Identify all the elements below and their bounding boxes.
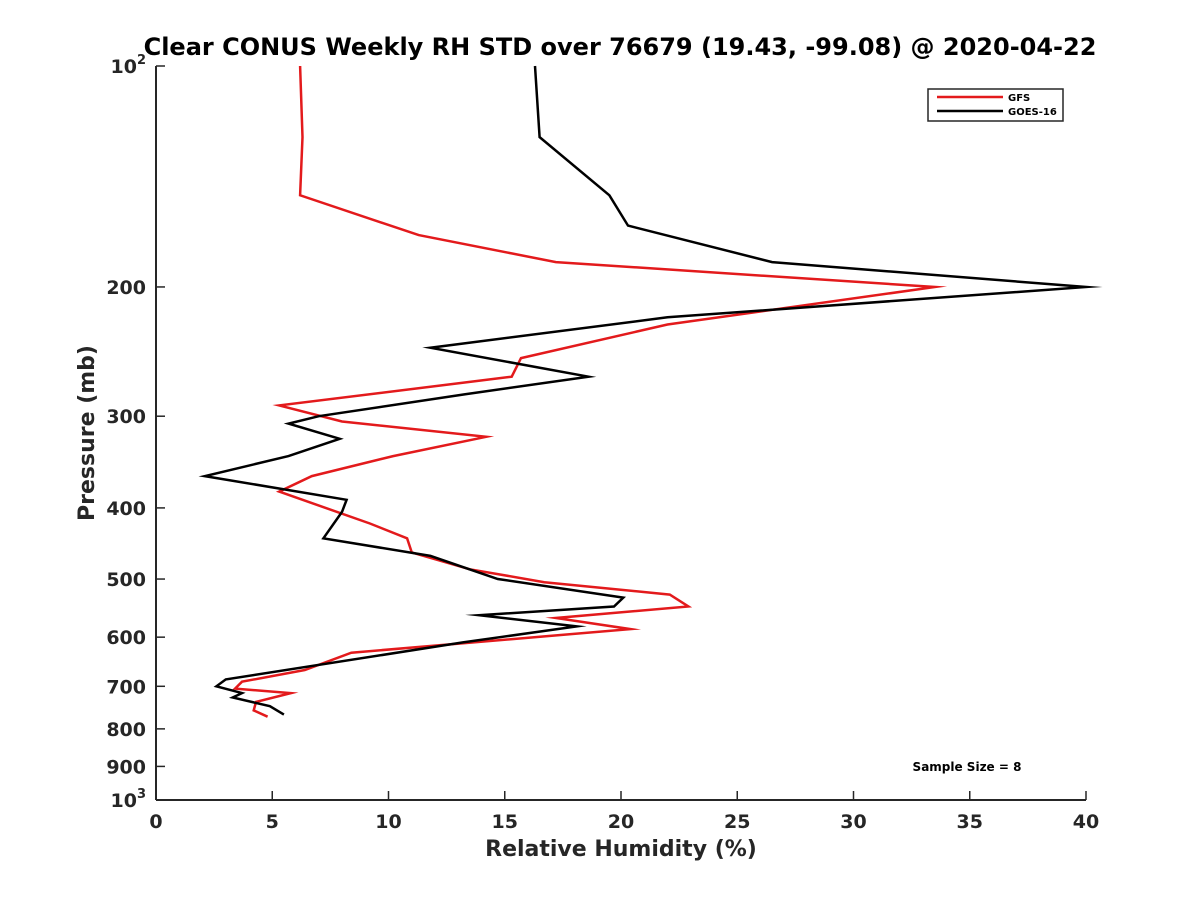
x-tick-label: 15 bbox=[492, 811, 518, 833]
x-axis-ticks: 0 5 10 15 20 25 30 35 40 bbox=[149, 791, 1099, 833]
legend-goes16-label: GOES-16 bbox=[1008, 107, 1057, 118]
y-tick-label: 700 bbox=[106, 676, 146, 698]
legend-box bbox=[927, 88, 1064, 122]
x-tick-label: 0 bbox=[149, 811, 162, 833]
x-axis-label: Relative Humidity (%) bbox=[485, 837, 757, 862]
y-tick-label: 103 bbox=[111, 787, 147, 812]
chart-title: Clear CONUS Weekly RH STD over 76679 (19… bbox=[144, 33, 1097, 61]
series-line-goes-16 bbox=[198, 65, 1103, 716]
y-tick-label: 400 bbox=[106, 498, 146, 520]
x-tick-label: 10 bbox=[375, 811, 401, 833]
series-layer bbox=[198, 65, 1103, 718]
y-tick-label: 500 bbox=[106, 569, 146, 591]
plot-area bbox=[156, 66, 1086, 800]
y-tick-label: 300 bbox=[106, 406, 146, 428]
y-tick-label: 200 bbox=[106, 277, 146, 299]
x-tick-label: 5 bbox=[266, 811, 279, 833]
y-tick-label: 102 bbox=[111, 53, 147, 78]
x-tick-label: 40 bbox=[1073, 811, 1099, 833]
y-tick-label: 600 bbox=[106, 627, 146, 649]
x-tick-label: 25 bbox=[724, 811, 750, 833]
y-tick-label: 800 bbox=[106, 719, 146, 741]
series-line-gfs bbox=[232, 65, 948, 718]
sample-size-annotation: Sample Size = 8 bbox=[913, 760, 1022, 774]
y-tick-label: 900 bbox=[106, 756, 146, 778]
legend-gfs-label: GFS bbox=[1008, 93, 1030, 104]
y-axis-ticks: 102 200 300 400 500 600 700 800 900 103 bbox=[106, 53, 165, 812]
y-axis-label: Pressure (mb) bbox=[75, 345, 100, 521]
legend: GFS GOES-16 bbox=[927, 88, 1064, 122]
x-tick-label: 35 bbox=[957, 811, 983, 833]
x-tick-label: 30 bbox=[840, 811, 866, 833]
x-tick-label: 20 bbox=[608, 811, 634, 833]
